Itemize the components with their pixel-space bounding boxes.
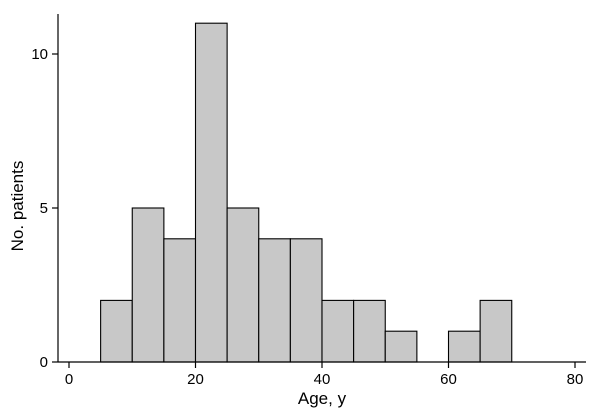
histogram-bar-8 bbox=[353, 299, 386, 363]
y-ticks-group: 0 5 10 bbox=[31, 46, 58, 371]
histogram-bar-12 bbox=[479, 299, 513, 363]
histogram-bar-2 bbox=[163, 238, 197, 363]
bars-group bbox=[100, 22, 513, 363]
x-tick-label: 20 bbox=[187, 371, 204, 388]
y-tick-label: 10 bbox=[31, 46, 48, 63]
histogram-bar-7 bbox=[321, 299, 355, 363]
histogram-bar-1 bbox=[131, 207, 165, 363]
histogram-bar-9 bbox=[384, 330, 418, 363]
histogram-bar-0 bbox=[100, 299, 133, 363]
histogram-bar-4 bbox=[226, 207, 260, 363]
y-tick-label: 5 bbox=[40, 200, 48, 217]
x-tick-label: 60 bbox=[440, 371, 457, 388]
y-axis-title: No. patients bbox=[8, 161, 27, 252]
x-tick-label: 0 bbox=[65, 371, 73, 388]
histogram-bar-11 bbox=[447, 330, 481, 363]
histogram-bar-6 bbox=[289, 238, 323, 363]
histogram-bar-5 bbox=[258, 238, 291, 363]
x-ticks-group: 0 20 40 60 80 bbox=[65, 362, 584, 388]
y-tick-label: 0 bbox=[40, 354, 48, 371]
x-tick-label: 80 bbox=[567, 371, 584, 388]
histogram-bar-3 bbox=[194, 22, 228, 363]
x-tick-label: 40 bbox=[314, 371, 331, 388]
x-axis-title: Age, y bbox=[298, 389, 347, 408]
